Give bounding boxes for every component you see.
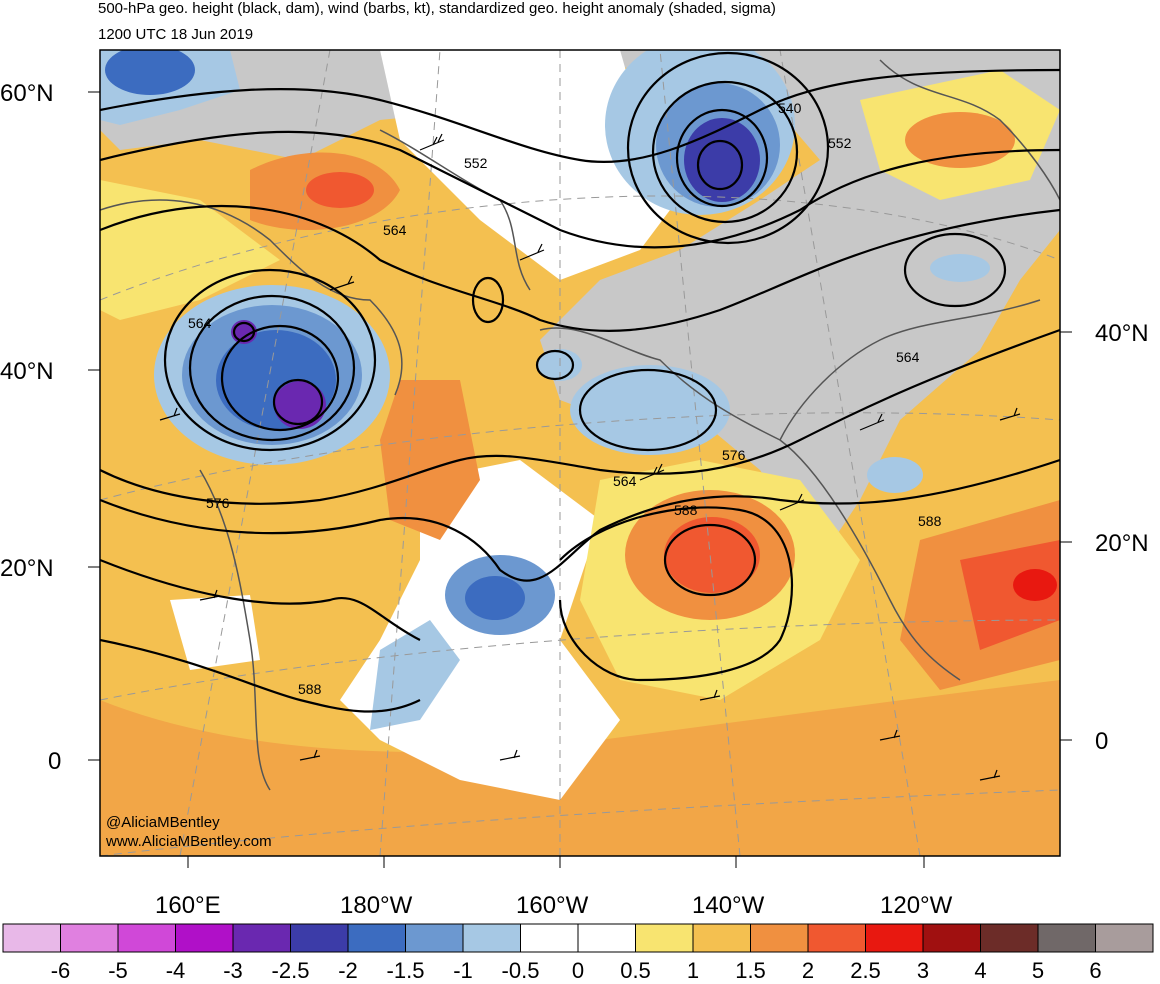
lat-label-left: 40°N <box>0 358 54 385</box>
map-plot-area: 564 552 564 540 552 564 576 564 576 588 … <box>100 50 1060 856</box>
colorbar-swatch <box>520 923 579 953</box>
coastlines <box>100 59 1060 791</box>
anomaly-negative-tropic-tail <box>370 620 460 730</box>
colorbar-swatch <box>980 923 1039 953</box>
credit-handle: @AliciaMBentley <box>106 814 220 831</box>
colorbar-label: 0 <box>571 958 585 983</box>
lat-label-left: 0 <box>48 748 62 775</box>
anomaly-negative-central-pacific-core <box>465 576 525 620</box>
contour-label: 588 <box>674 502 698 518</box>
colorbar-label: -4 <box>165 958 186 983</box>
colorbar-swatch <box>1037 923 1096 953</box>
colorbar-label: 2 <box>801 958 815 983</box>
lat-label-left: 60°N <box>0 80 54 107</box>
height-contours <box>100 51 1060 713</box>
colorbar <box>2 923 1154 953</box>
lon-label: 160°W <box>516 892 589 919</box>
colorbar-label: 6 <box>1089 958 1102 983</box>
colorbar-swatch <box>635 923 694 953</box>
colorbar-label: -2.5 <box>271 958 310 983</box>
lat-label-right: 20°N <box>1095 530 1149 557</box>
contour-label: 552 <box>828 135 852 151</box>
contour-label: 576 <box>206 495 230 511</box>
contour-label: 564 <box>383 222 407 238</box>
axis-ticks <box>88 91 1072 868</box>
colorbar-label: -5 <box>108 958 128 983</box>
colorbar-label: 5 <box>1031 958 1045 983</box>
colorbar-swatch <box>807 923 866 953</box>
contour-label: 552 <box>464 155 488 171</box>
colorbar-swatch <box>750 923 809 953</box>
colorbar-label: -3 <box>223 958 243 983</box>
map-title: 500-hPa geo. height (black, dam), wind (… <box>98 0 776 17</box>
anomaly-negative-gulf-alaska <box>570 365 730 455</box>
colorbar-label: 1 <box>686 958 700 983</box>
anomaly-positive-hudson <box>905 112 1015 168</box>
anomaly-positive-central <box>380 380 480 540</box>
contour-label: 588 <box>918 513 942 529</box>
colorbar-swatch <box>577 923 636 953</box>
colorbar-swatch <box>347 923 406 953</box>
lon-label: 180°W <box>340 892 413 919</box>
colorbar-label: 3 <box>916 958 930 983</box>
lon-label: 120°W <box>880 892 953 919</box>
map-timestamp: 1200 UTC 18 Jun 2019 <box>98 26 254 43</box>
anomaly-negative-kamchatka-peak <box>274 381 326 429</box>
colorbar-swatch <box>232 923 291 953</box>
colorbar-swatch <box>60 923 119 953</box>
colorbar-label: -0.5 <box>501 958 540 983</box>
lat-label-left: 20°N <box>0 555 54 582</box>
anomaly-positive-mexico-peak <box>1013 569 1057 601</box>
colorbar-label: -6 <box>50 958 71 983</box>
colorbar-swatch <box>462 923 521 953</box>
contour-label: 540 <box>778 100 802 116</box>
colorbar-swatch <box>2 923 61 953</box>
colorbar-swatch <box>175 923 234 953</box>
contour-label: 588 <box>298 681 322 697</box>
anomaly-negative-siberia-core <box>105 50 195 95</box>
contour-labels: 564 552 564 540 552 564 576 564 576 588 … <box>188 100 942 697</box>
colorbar-swatch <box>692 923 751 953</box>
colorbar-swatch <box>1095 923 1154 953</box>
colorbar-label: -1 <box>453 958 473 983</box>
anomaly-positive-hawaii-core <box>664 517 760 593</box>
wind-barbs <box>159 133 1021 781</box>
contour-label: 564 <box>188 315 212 331</box>
colorbar-swatch <box>117 923 176 953</box>
colorbar-swatch <box>922 923 981 953</box>
credit-website: www.AliciaMBentley.com <box>106 833 272 850</box>
colorbar-swatch <box>290 923 349 953</box>
anomaly-positive-bering-core <box>306 172 374 208</box>
colorbar-label: -1.5 <box>386 958 425 983</box>
map-border <box>99 49 1061 857</box>
contour-label: 564 <box>896 349 920 365</box>
contour-label: 564 <box>613 473 637 489</box>
lon-label: 140°W <box>692 892 765 919</box>
graticule <box>100 50 1060 856</box>
colorbar-label: 2.5 <box>850 958 881 983</box>
colorbar-label: -2 <box>338 958 358 983</box>
anomaly-negative-quebec <box>930 254 990 282</box>
colorbar-label: 4 <box>974 958 987 983</box>
anomaly-zero-west-pacific <box>170 595 260 670</box>
colorbar-label: 1.5 <box>735 958 766 983</box>
anomaly-negative-us <box>867 457 923 493</box>
anomaly-positive-mexico-core <box>960 540 1060 650</box>
colorbar-swatch <box>405 923 464 953</box>
lat-label-right: 40°N <box>1095 320 1149 347</box>
lon-label: 160°E <box>155 892 221 919</box>
colorbar-swatch <box>865 923 924 953</box>
lat-label-right: 0 <box>1095 728 1109 755</box>
contour-label: 576 <box>722 447 746 463</box>
colorbar-label: 0.5 <box>620 958 651 983</box>
